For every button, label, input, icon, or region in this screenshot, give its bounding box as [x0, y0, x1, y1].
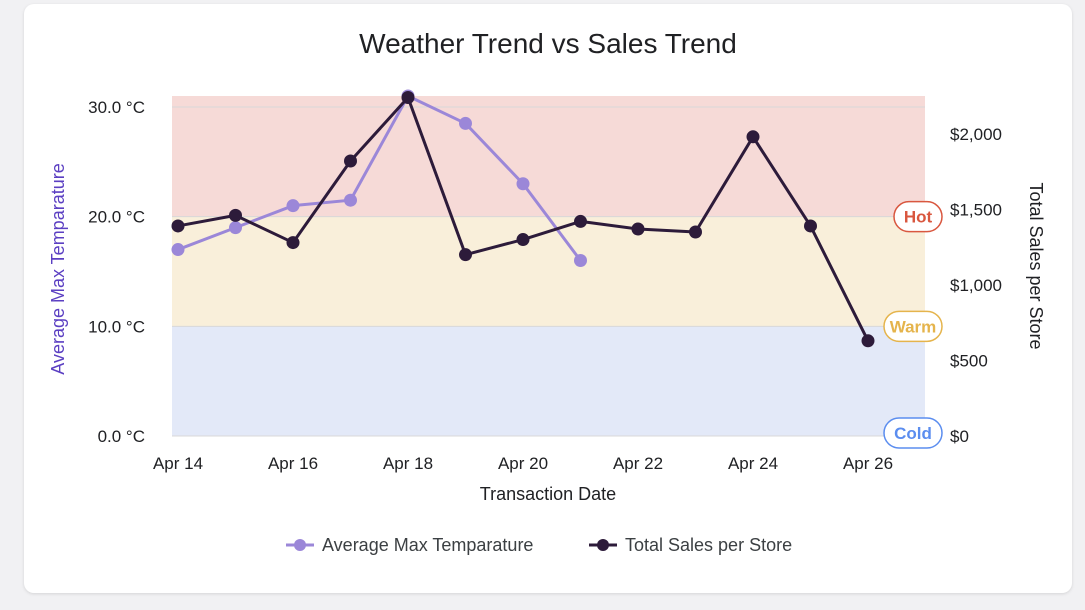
average-max-temparature-point[interactable]	[344, 193, 357, 207]
x-tick-label: Apr 22	[613, 454, 663, 473]
band-cold	[172, 326, 925, 436]
average-max-temparature-point[interactable]	[286, 199, 300, 213]
total-sales-per-store-point[interactable]	[459, 248, 472, 262]
x-tick-label: Apr 26	[843, 454, 893, 473]
band-warm	[172, 216, 925, 327]
legend: Average Max Temparature Total Sales per S…	[286, 535, 792, 555]
right-axis-ticks: $0 $500 $1,000 $1,500 $2,000	[950, 125, 1002, 446]
total-sales-per-store-point[interactable]	[689, 225, 702, 239]
left-tick-label: 30.0 °C	[88, 98, 145, 117]
x-axis-ticks: Apr 14 Apr 16 Apr 18 Apr 20 Apr 22 Apr 24 Apr …	[153, 454, 893, 473]
chart-title: Weather Trend vs Sales Trend	[359, 28, 737, 59]
left-axis-label: Average Max Temparature	[48, 163, 68, 374]
x-axis-label: Transaction Date	[480, 484, 616, 504]
band-labels: Cold Warm Hot	[883, 200, 943, 449]
total-sales-per-store-point[interactable]	[401, 91, 415, 105]
legend-item-total-sales-per-store[interactable]: Total Sales per Store	[589, 535, 792, 555]
chart-svg: Weather Trend vs Sales Trend 0.0 °C 10.0 …	[48, 28, 1046, 555]
total-sales-per-store-point[interactable]	[861, 334, 875, 348]
x-tick-label: Apr 18	[383, 454, 433, 473]
band-label-pill	[883, 417, 943, 449]
band-label-pill	[883, 310, 943, 343]
x-tick-label: Apr 24	[728, 454, 778, 473]
band-label-text: Cold	[894, 424, 932, 443]
total-sales-per-store-point[interactable]	[229, 208, 242, 222]
right-axis-label: Total Sales per Store	[1026, 182, 1046, 349]
band-label-warm: Warm	[883, 310, 943, 343]
average-max-temparature-point[interactable]	[574, 254, 587, 268]
total-sales-per-store-point[interactable]	[516, 233, 530, 247]
average-max-temparature-point[interactable]	[171, 243, 185, 257]
legend-item-average-max-temparature[interactable]: Average Max Temparature	[286, 535, 533, 555]
average-max-temparature-point[interactable]	[459, 116, 472, 130]
total-sales-per-store-point[interactable]	[286, 236, 300, 250]
total-sales-per-store-point[interactable]	[631, 222, 645, 236]
left-tick-label: 0.0 °C	[98, 427, 145, 446]
total-sales-per-store-point[interactable]	[574, 214, 587, 228]
average-max-temparature-line	[177, 94, 582, 262]
average-max-temparature-point[interactable]	[516, 177, 530, 191]
total-sales-per-store-point[interactable]	[746, 130, 760, 144]
legend-swatch-dot	[294, 539, 306, 551]
band-label-text: Hot	[904, 208, 933, 227]
right-tick-label: $1,500	[950, 200, 1002, 219]
band-label-text: Warm	[890, 317, 937, 336]
total-sales-per-store-point[interactable]	[171, 219, 185, 233]
total-sales-per-store-point[interactable]	[804, 219, 817, 233]
x-tick-label: Apr 20	[498, 454, 548, 473]
total-sales-per-store-point[interactable]	[344, 154, 357, 168]
average-max-temparature-point[interactable]	[229, 221, 242, 235]
left-tick-label: 20.0 °C	[88, 208, 145, 227]
left-tick-label: 10.0 °C	[88, 317, 145, 336]
left-axis-ticks: 0.0 °C 10.0 °C 20.0 °C 30.0 °C	[88, 98, 145, 446]
legend-swatch-dot	[597, 539, 609, 551]
x-tick-label: Apr 16	[268, 454, 318, 473]
right-tick-label: $1,000	[950, 276, 1002, 295]
right-tick-label: $500	[950, 351, 988, 370]
series-layer	[171, 89, 875, 348]
chart-card: Weather Trend vs Sales Trend 0.0 °C 10.0 …	[24, 4, 1072, 593]
right-tick-label: $2,000	[950, 125, 1002, 144]
band-label-cold: Cold	[883, 417, 943, 449]
temperature-bands	[172, 96, 925, 436]
band-hot	[172, 96, 925, 217]
band-label-pill	[893, 200, 943, 233]
legend-label: Average Max Temparature	[322, 535, 533, 555]
legend-label: Total Sales per Store	[625, 535, 792, 555]
band-label-hot: Hot	[893, 200, 943, 233]
x-tick-label: Apr 14	[153, 454, 203, 473]
right-tick-label: $0	[950, 427, 969, 446]
